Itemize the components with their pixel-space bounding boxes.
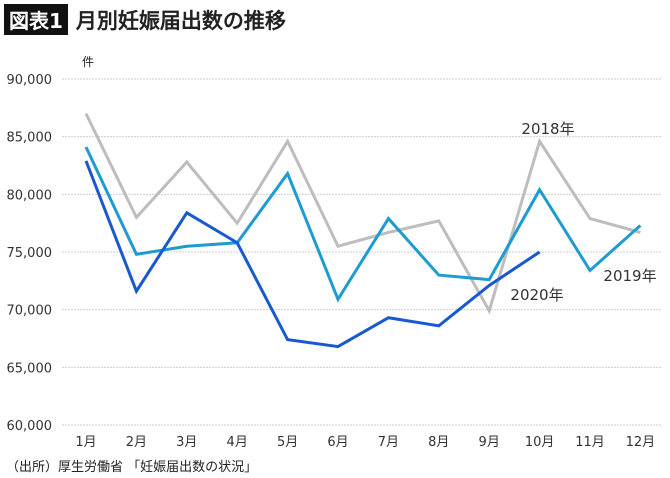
x-tick-label: 4月 <box>227 435 248 450</box>
y-tick-label: 70,000 <box>7 304 53 319</box>
x-tick-label: 11月 <box>575 435 605 450</box>
source-note: （出所）厚生労働省 「妊娠届出数の状況」 <box>6 460 258 475</box>
y-tick-label: 75,000 <box>7 246 53 261</box>
x-tick-label: 2月 <box>126 435 147 450</box>
y-tick-label: 60,000 <box>7 419 53 434</box>
x-tick-label: 5月 <box>277 435 298 450</box>
x-tick-label: 3月 <box>176 435 197 450</box>
series-line-2018年 <box>84 112 641 315</box>
figure-badge: 図表1 <box>4 4 68 35</box>
y-tick-label: 65,000 <box>7 361 53 376</box>
series-label: 2020年 <box>510 286 563 304</box>
title-text: 月別妊娠届出数の推移 <box>75 8 286 33</box>
series-line-2019年 <box>84 146 642 303</box>
y-tick-label: 80,000 <box>7 188 53 203</box>
y-axis-label: 件 <box>82 55 94 69</box>
series-line-2020年 <box>84 160 541 349</box>
series-label: 2019年 <box>603 267 656 285</box>
x-tick-label: 12月 <box>626 435 656 450</box>
x-tick-label: 10月 <box>525 435 555 450</box>
y-tick-label: 90,000 <box>7 73 53 88</box>
x-tick-label: 8月 <box>428 435 449 450</box>
x-tick-label: 6月 <box>327 435 348 450</box>
series-label: 2018年 <box>521 120 574 138</box>
x-tick-label: 1月 <box>75 435 96 450</box>
y-tick-label: 85,000 <box>7 131 53 146</box>
x-tick-label: 9月 <box>479 435 500 450</box>
chart-title: 図表1 月別妊娠届出数の推移 <box>4 4 286 35</box>
x-tick-label: 7月 <box>378 435 399 450</box>
